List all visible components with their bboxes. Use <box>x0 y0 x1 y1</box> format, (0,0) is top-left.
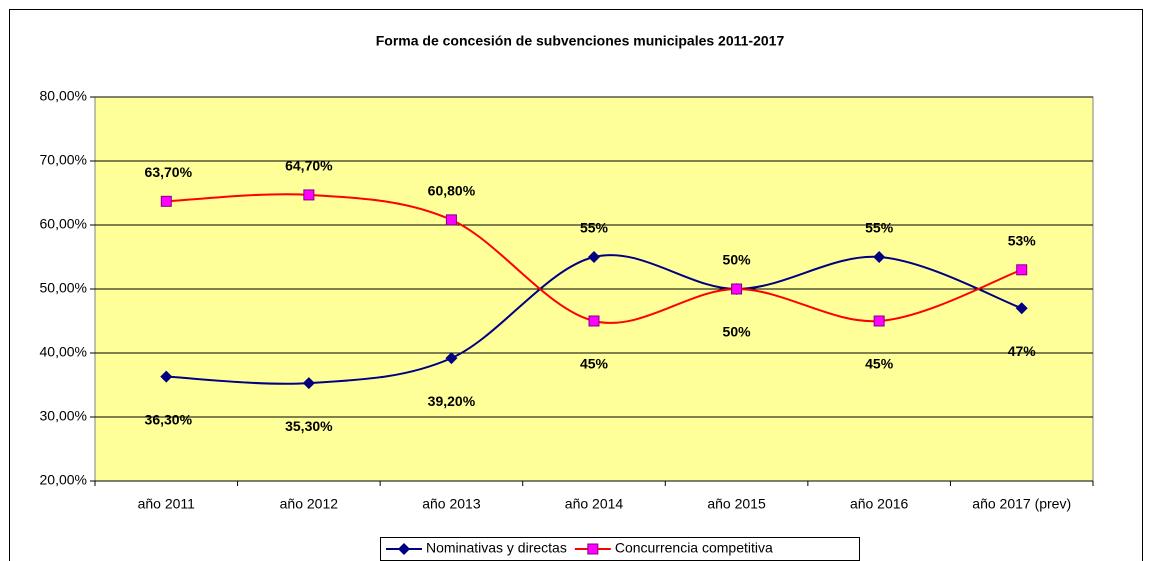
legend-marker <box>398 543 410 555</box>
x-tick-label: año 2014 <box>565 496 624 512</box>
data-label: 53% <box>1008 233 1037 249</box>
marker <box>160 195 172 207</box>
data-label: 60,80% <box>428 183 476 199</box>
data-label: 45% <box>580 356 609 372</box>
data-label: 36,30% <box>145 411 193 427</box>
marker <box>445 352 458 365</box>
marker <box>873 315 885 327</box>
y-tick-label: 50,00% <box>40 280 87 296</box>
marker <box>1016 264 1028 276</box>
data-label: 35,30% <box>285 418 333 434</box>
marker <box>588 251 600 263</box>
chart-title: Forma de concesión de subvenciones munic… <box>376 33 785 49</box>
data-label: 45% <box>865 356 894 372</box>
data-label: 50% <box>723 252 752 268</box>
y-tick-label: 40,00% <box>40 344 87 360</box>
marker <box>302 377 315 390</box>
data-label: 64,70% <box>285 158 333 174</box>
x-tick-label: año 2016 <box>850 496 909 512</box>
data-label: 63,70% <box>145 164 193 180</box>
marker <box>1015 302 1028 315</box>
x-tick-label: año 2012 <box>280 496 339 512</box>
y-tick-label: 80,00% <box>40 88 87 104</box>
data-label: 55% <box>865 220 894 236</box>
marker <box>445 214 457 226</box>
data-label: 47% <box>1008 343 1037 359</box>
data-label: 55% <box>580 220 609 236</box>
data-label: 50% <box>723 324 752 340</box>
y-tick-label: 60,00% <box>40 216 87 232</box>
x-tick-label: año 2015 <box>707 496 766 512</box>
marker <box>303 189 315 201</box>
legend-label: Nominativas y directas <box>426 540 567 556</box>
x-tick-label: año 2011 <box>138 496 196 512</box>
x-tick-label: año 2017 (prev) <box>972 496 1071 512</box>
marker <box>588 315 600 327</box>
marker <box>160 370 173 383</box>
x-tick-label: año 2013 <box>422 496 481 512</box>
y-tick-label: 30,00% <box>40 408 87 424</box>
data-label: 39,20% <box>428 393 476 409</box>
marker <box>731 283 743 295</box>
y-tick-label: 20,00% <box>40 472 87 488</box>
legend-label: Concurrencia competitiva <box>615 540 773 556</box>
marker <box>873 251 886 263</box>
y-tick-label: 70,00% <box>40 152 87 168</box>
legend-marker <box>587 543 599 555</box>
